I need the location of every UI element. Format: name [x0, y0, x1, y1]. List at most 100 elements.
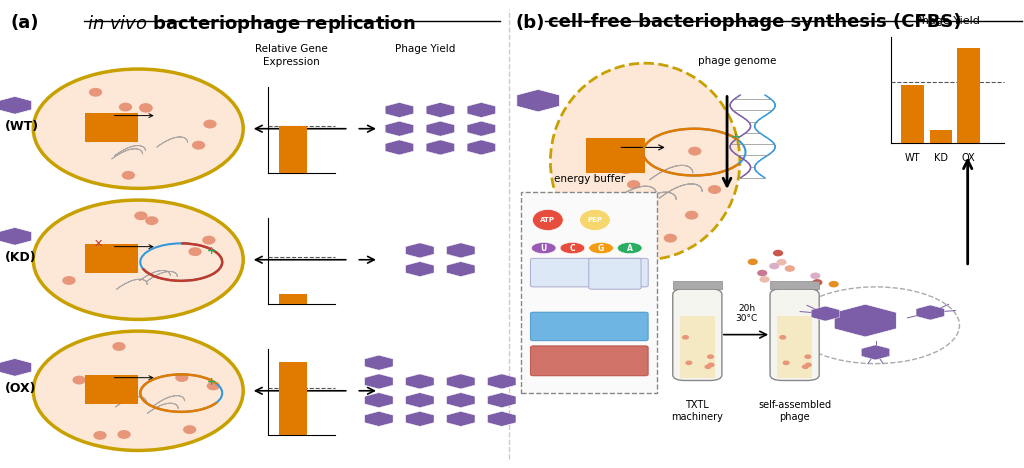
Ellipse shape	[119, 102, 132, 111]
Polygon shape	[385, 140, 414, 155]
Polygon shape	[835, 304, 896, 337]
Text: (b): (b)	[515, 14, 545, 32]
Ellipse shape	[188, 247, 202, 256]
Polygon shape	[446, 262, 475, 277]
Ellipse shape	[183, 425, 197, 434]
Polygon shape	[0, 227, 32, 245]
Text: cell-free bacteriophage synthesis (CFBS): cell-free bacteriophage synthesis (CFBS)	[548, 13, 962, 31]
Bar	[85, 244, 138, 273]
Text: Relative Gene
Expression: Relative Gene Expression	[255, 44, 329, 67]
Ellipse shape	[784, 265, 795, 272]
Ellipse shape	[757, 270, 767, 276]
Polygon shape	[916, 305, 944, 320]
Ellipse shape	[620, 165, 633, 174]
Polygon shape	[406, 393, 434, 408]
Ellipse shape	[62, 276, 76, 285]
FancyBboxPatch shape	[770, 289, 819, 380]
Ellipse shape	[776, 259, 786, 265]
Polygon shape	[811, 306, 840, 321]
Bar	[279, 294, 307, 304]
Bar	[901, 85, 924, 143]
Text: dNTPs: dNTPs	[572, 322, 606, 332]
Ellipse shape	[102, 253, 116, 262]
Bar	[777, 316, 812, 378]
Polygon shape	[385, 102, 414, 117]
Ellipse shape	[796, 298, 806, 304]
Ellipse shape	[87, 257, 100, 266]
Circle shape	[617, 242, 642, 254]
Polygon shape	[426, 102, 455, 117]
Ellipse shape	[805, 362, 812, 367]
Ellipse shape	[580, 210, 610, 231]
Ellipse shape	[804, 354, 811, 359]
Text: phage genome: phage genome	[698, 56, 776, 66]
Ellipse shape	[207, 381, 220, 390]
Text: $\mathit{in\ vivo}$ bacteriophage replication: $\mathit{in\ vivo}$ bacteriophage replic…	[87, 13, 416, 35]
Ellipse shape	[802, 365, 809, 369]
Text: Mg²⁺: Mg²⁺	[558, 268, 582, 278]
Text: A: A	[627, 243, 633, 253]
Ellipse shape	[34, 331, 244, 450]
Polygon shape	[467, 140, 496, 155]
Text: OX: OX	[962, 153, 976, 163]
Ellipse shape	[34, 200, 244, 319]
FancyBboxPatch shape	[530, 258, 648, 287]
Ellipse shape	[760, 276, 770, 283]
Ellipse shape	[812, 279, 822, 285]
Bar	[680, 316, 715, 378]
Ellipse shape	[134, 212, 147, 220]
FancyBboxPatch shape	[589, 258, 641, 289]
Polygon shape	[467, 102, 496, 117]
Ellipse shape	[708, 362, 715, 367]
Ellipse shape	[191, 141, 205, 150]
Ellipse shape	[828, 281, 839, 287]
Polygon shape	[365, 355, 393, 370]
Polygon shape	[365, 393, 393, 408]
Ellipse shape	[139, 103, 153, 112]
Text: (KD): (KD)	[5, 251, 37, 264]
Text: WT: WT	[904, 153, 921, 163]
Ellipse shape	[532, 210, 563, 231]
Circle shape	[792, 287, 959, 364]
Ellipse shape	[779, 335, 786, 340]
Polygon shape	[517, 89, 559, 112]
Text: self-assembled
phage: self-assembled phage	[758, 400, 831, 422]
Ellipse shape	[688, 146, 701, 155]
Text: (a): (a)	[10, 14, 39, 32]
Bar	[279, 362, 307, 435]
Ellipse shape	[783, 293, 794, 300]
Ellipse shape	[139, 104, 153, 113]
Polygon shape	[446, 374, 475, 389]
Ellipse shape	[580, 203, 593, 212]
Polygon shape	[446, 411, 475, 426]
Ellipse shape	[788, 311, 799, 318]
Polygon shape	[426, 140, 455, 155]
Ellipse shape	[551, 63, 739, 260]
Polygon shape	[487, 411, 516, 426]
Ellipse shape	[145, 216, 159, 225]
Polygon shape	[365, 374, 393, 389]
Bar	[85, 113, 138, 142]
Polygon shape	[426, 121, 455, 136]
Ellipse shape	[89, 88, 102, 97]
Ellipse shape	[118, 430, 131, 439]
Ellipse shape	[204, 120, 217, 129]
Polygon shape	[406, 243, 434, 258]
FancyBboxPatch shape	[673, 289, 722, 380]
Text: U: U	[541, 243, 547, 253]
Text: PEG-8000: PEG-8000	[563, 355, 615, 366]
Polygon shape	[385, 121, 414, 136]
Text: +: +	[207, 377, 217, 387]
FancyBboxPatch shape	[530, 312, 648, 341]
Ellipse shape	[708, 185, 721, 194]
Bar	[279, 125, 307, 173]
Polygon shape	[406, 374, 434, 389]
Circle shape	[531, 242, 556, 254]
Ellipse shape	[685, 211, 698, 219]
Ellipse shape	[664, 234, 677, 242]
Ellipse shape	[773, 250, 783, 256]
Polygon shape	[487, 374, 516, 389]
Ellipse shape	[203, 236, 216, 245]
Ellipse shape	[34, 69, 244, 188]
Ellipse shape	[707, 354, 714, 359]
